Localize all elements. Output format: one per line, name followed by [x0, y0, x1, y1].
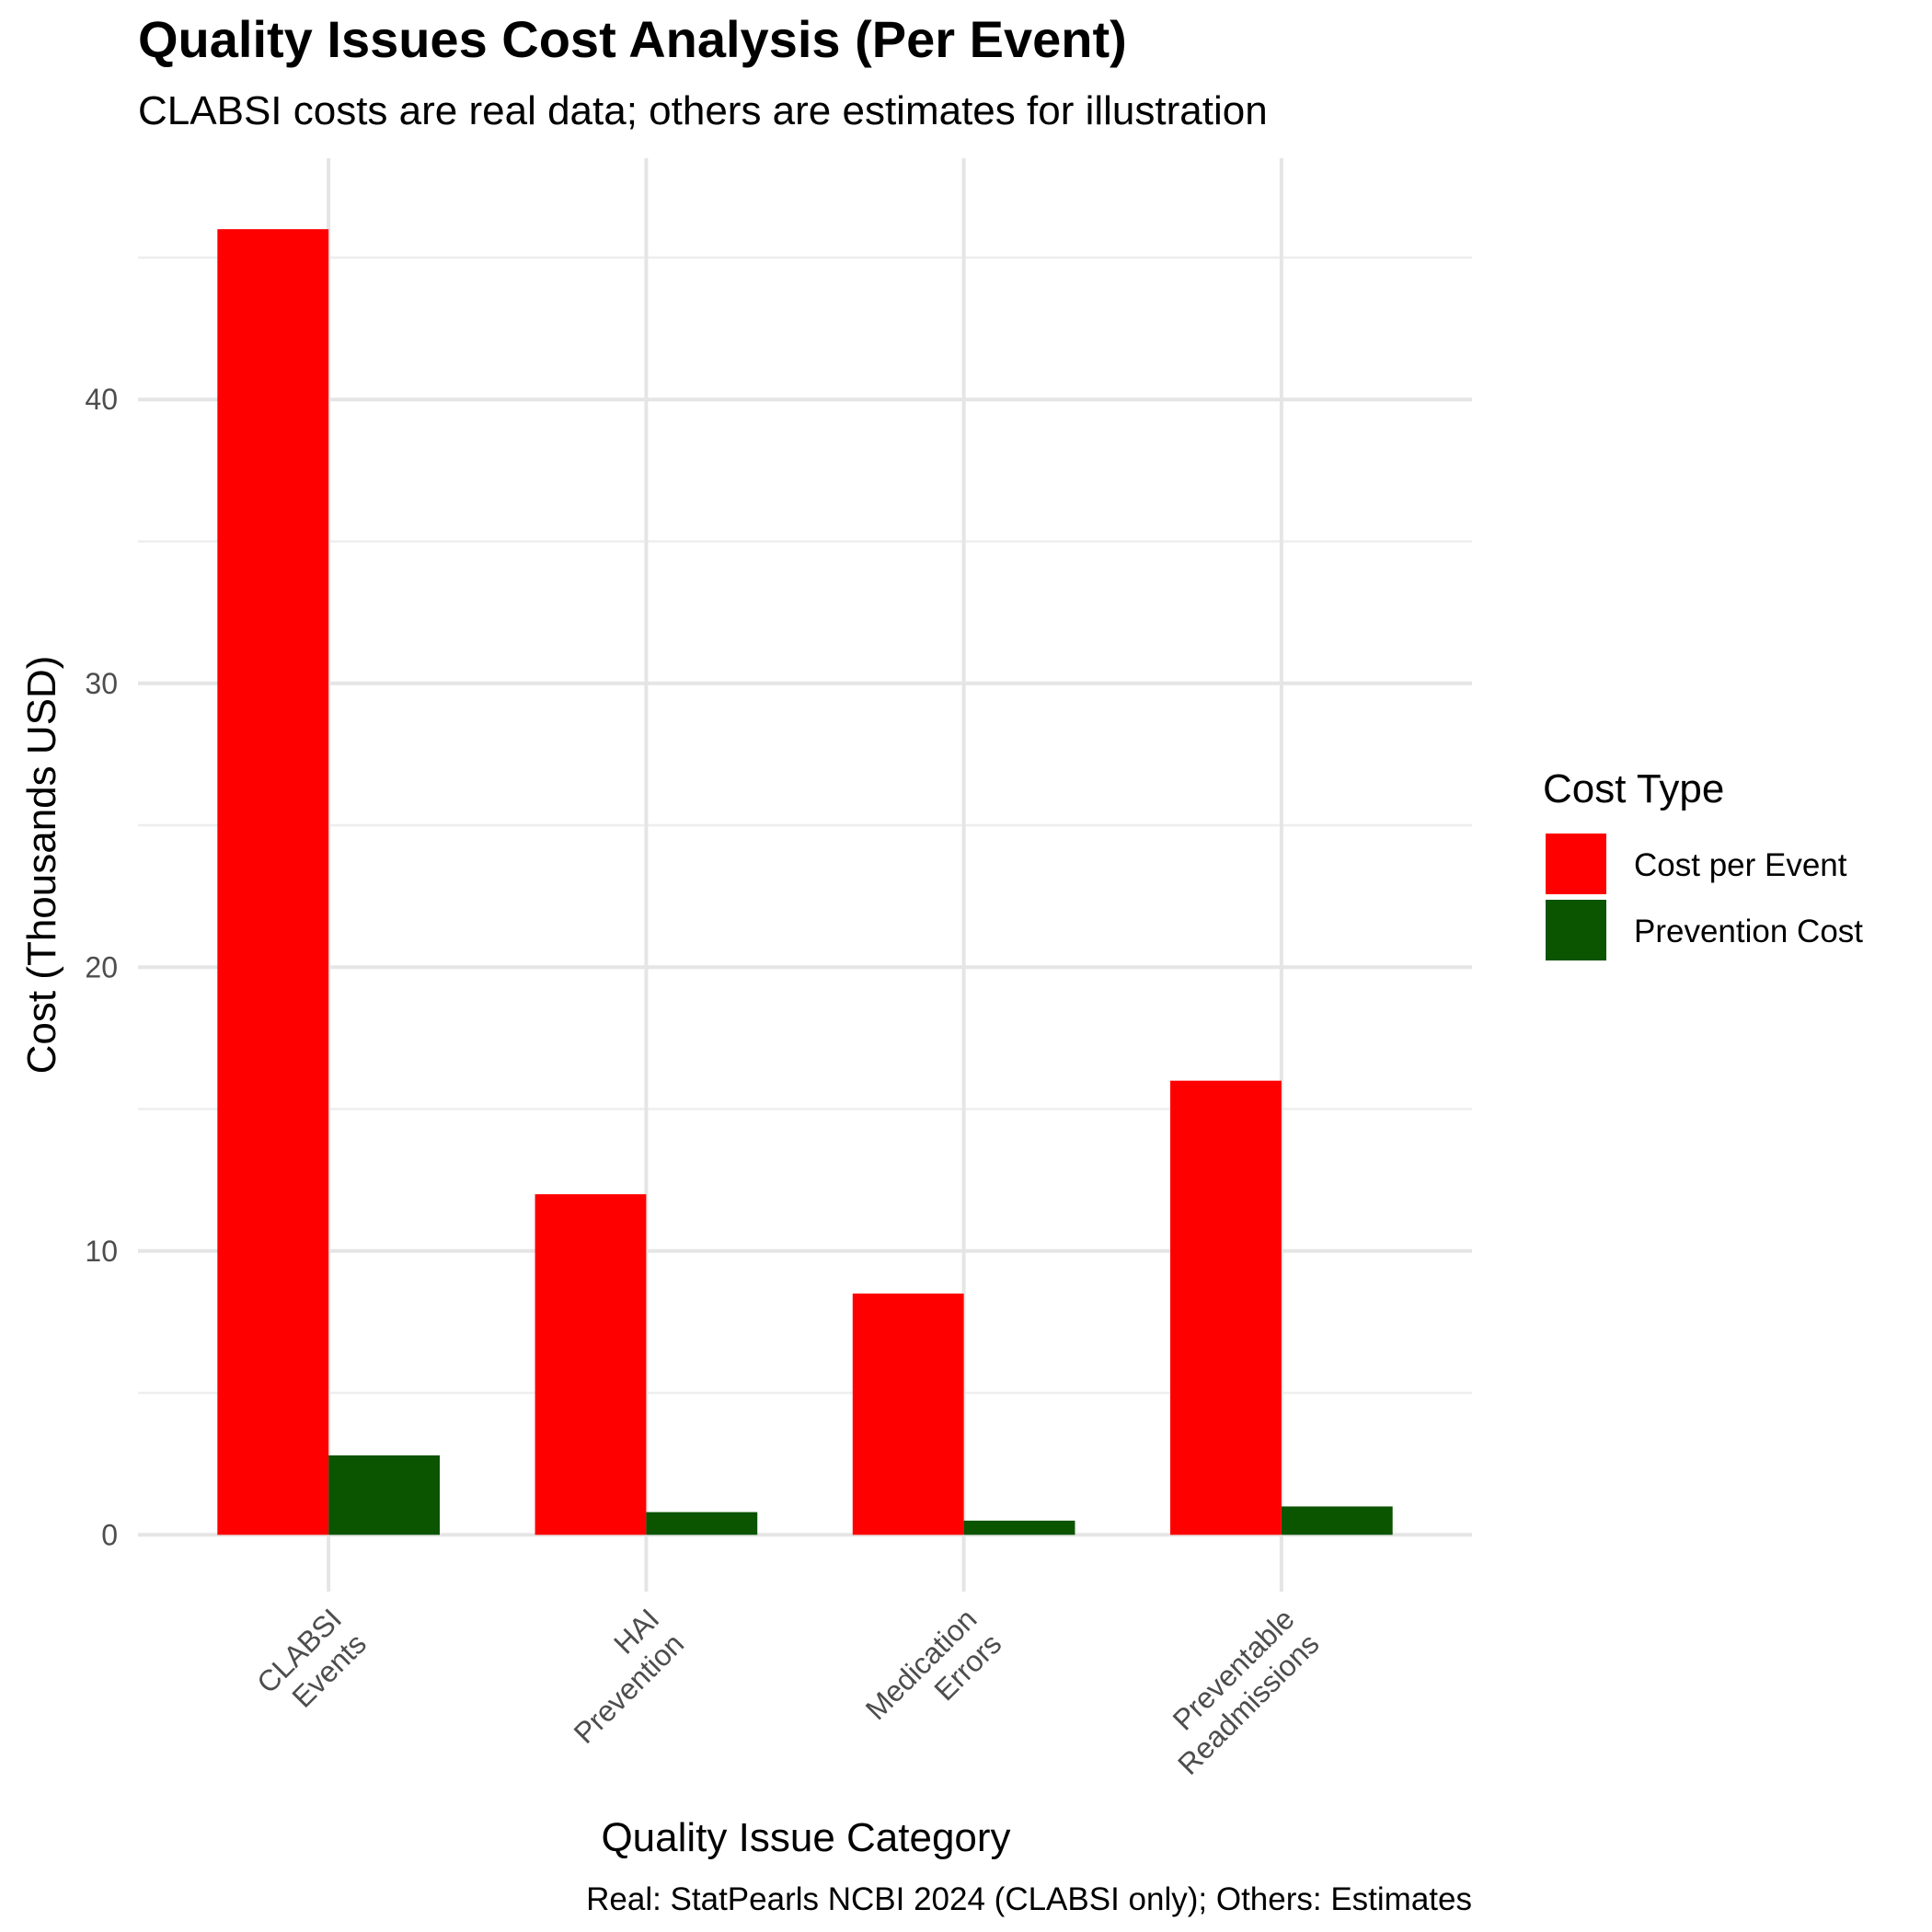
- y-tick-label: 40: [85, 383, 118, 416]
- bar-cost-per-event: [217, 229, 329, 1535]
- x-axis-ticks: CLABSIEvents HAIPrevention MedicationError…: [250, 1602, 1326, 1780]
- legend-label: Cost per Event: [1634, 847, 1847, 883]
- bars-layer: [217, 229, 1393, 1535]
- legend-label: Prevention Cost: [1634, 914, 1863, 949]
- bar-cost-per-event: [535, 1194, 647, 1535]
- bar-cost-per-event: [1170, 1080, 1282, 1535]
- bar-prevention-cost: [963, 1520, 1075, 1535]
- y-axis-title: Cost (Thousands USD): [19, 656, 64, 1075]
- x-tick-label: HAIPrevention: [543, 1602, 691, 1750]
- y-axis-ticks: 0 10 20 30 40: [85, 383, 118, 1551]
- bar-cost-per-event: [852, 1294, 964, 1535]
- legend: Cost Type Cost per Event Prevention Cost: [1543, 766, 1863, 960]
- chart-title: Quality Issues Cost Analysis (Per Event): [138, 10, 1127, 68]
- legend-title: Cost Type: [1543, 766, 1724, 811]
- x-tick-label: MedicationErrors: [859, 1602, 1008, 1751]
- y-tick-label: 10: [85, 1235, 118, 1268]
- x-axis-title: Quality Issue Category: [601, 1815, 1010, 1860]
- bar-prevention-cost: [328, 1455, 440, 1535]
- chart-subtitle: CLABSI costs are real data; others are e…: [138, 88, 1268, 133]
- y-tick-label: 0: [101, 1518, 118, 1551]
- x-tick-label: CLABSIEvents: [250, 1602, 373, 1724]
- bar-prevention-cost: [646, 1512, 758, 1535]
- y-tick-label: 20: [85, 950, 118, 983]
- y-tick-label: 30: [85, 667, 118, 700]
- chart-caption: Real: StatPearls NCBI 2024 (CLABSI only)…: [586, 1881, 1472, 1917]
- legend-swatch: [1546, 900, 1606, 960]
- legend-swatch: [1546, 834, 1606, 894]
- x-tick-label: PreventableReadmissions: [1146, 1602, 1325, 1780]
- bar-prevention-cost: [1281, 1506, 1393, 1535]
